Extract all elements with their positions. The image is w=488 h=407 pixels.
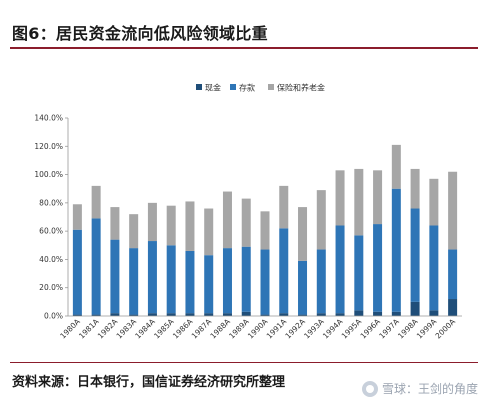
y-tick-label: 80.0%: [39, 198, 63, 207]
bar-cash: [91, 314, 101, 316]
bar-deposit: [335, 225, 345, 314]
legend-swatch: [230, 84, 236, 90]
bar-insurance: [298, 207, 308, 261]
bar-deposit: [410, 208, 420, 302]
bar-cash: [316, 313, 326, 316]
bar-insurance: [391, 144, 401, 189]
bar-cash: [166, 313, 176, 316]
bar-cash: [204, 313, 214, 316]
source-divider: [10, 362, 478, 363]
bar-cash: [260, 314, 270, 316]
bar-insurance: [166, 205, 176, 246]
bar-insurance: [129, 214, 139, 249]
bar-deposit: [316, 249, 326, 314]
bar-deposit: [279, 228, 289, 314]
bar-insurance: [204, 208, 214, 256]
bar-insurance: [410, 168, 420, 209]
bar-deposit: [91, 218, 101, 315]
y-tick-label: 20.0%: [39, 283, 63, 292]
bar-deposit: [429, 225, 439, 311]
bar-deposit: [185, 250, 195, 314]
y-tick-label: 140.0%: [34, 114, 63, 123]
bar-insurance: [241, 198, 251, 247]
bar-cash: [110, 313, 120, 316]
bar-insurance: [147, 202, 157, 242]
bar-deposit: [147, 241, 157, 314]
bar-cash: [448, 299, 458, 316]
snowball-logo-icon: [361, 380, 378, 397]
source-note: 资料来源：日本银行，国信证券经济研究所整理: [12, 375, 286, 390]
bar-insurance: [110, 207, 120, 240]
bar-cash: [429, 310, 439, 316]
title-divider: [10, 47, 478, 49]
bar-cash: [241, 311, 251, 316]
bar-insurance: [373, 170, 383, 225]
y-tick-label: 0.0%: [44, 312, 63, 321]
bars: [72, 144, 458, 316]
bar-deposit: [110, 239, 120, 314]
bar-insurance: [91, 185, 101, 219]
legend-label: 现金: [205, 83, 221, 93]
watermark-text: 雪球：王剑的角度: [381, 382, 478, 396]
bar-insurance: [185, 201, 195, 251]
figure-title: 图6：居民资金流向低风险领域比重: [12, 24, 268, 43]
bar-cash: [72, 314, 82, 316]
bar-deposit: [222, 248, 232, 314]
bar-insurance: [429, 178, 439, 226]
bar-deposit: [166, 245, 176, 314]
bar-deposit: [448, 249, 458, 300]
bar-deposit: [373, 224, 383, 312]
y-tick-label: 120.0%: [34, 142, 63, 151]
bar-cash: [222, 313, 232, 316]
bar-cash: [185, 313, 195, 316]
bar-insurance: [260, 211, 270, 250]
legend-label: 存款: [239, 83, 255, 93]
bar-cash: [410, 301, 420, 316]
bar-insurance: [222, 191, 232, 249]
bar-cash: [354, 310, 364, 316]
bar-insurance: [72, 204, 82, 230]
legend-swatch: [268, 84, 274, 90]
bar-cash: [298, 314, 308, 316]
y-tick-label: 60.0%: [39, 227, 63, 236]
bar-insurance: [335, 170, 345, 226]
bar-cash: [279, 313, 289, 316]
bar-deposit: [391, 188, 401, 312]
bar-cash: [129, 314, 139, 316]
bar-deposit: [241, 246, 251, 312]
bar-insurance: [448, 171, 458, 250]
bar-deposit: [72, 229, 82, 315]
legend-swatch: [196, 84, 202, 90]
legend-label: 保险和养老金: [277, 83, 325, 93]
bar-insurance: [354, 168, 364, 236]
watermark: 雪球：王剑的角度: [361, 380, 478, 397]
x-axis: 1980A1981A1982A1983A1984A1985A1986A1987A…: [58, 315, 462, 341]
x-tick-label: 2000A: [434, 316, 458, 340]
bar-deposit: [260, 249, 270, 315]
bar-deposit: [298, 260, 308, 315]
bar-deposit: [204, 255, 214, 314]
stacked-bar-chart: 现金 存款 保险和养老金 0.0% 20.0% 40.0% 60.0% 80.0% 100.0…: [34, 83, 462, 341]
bar-insurance: [316, 190, 326, 250]
bar-cash: [335, 313, 345, 316]
y-tick-label: 40.0%: [39, 255, 63, 264]
bar-cash: [391, 311, 401, 316]
y-axis: 0.0% 20.0% 40.0% 60.0% 80.0% 100.0% 120.0% 140.…: [34, 114, 69, 321]
bar-cash: [373, 311, 383, 316]
bar-cash: [147, 313, 157, 316]
bar-deposit: [354, 235, 364, 311]
chart-legend: 现金 存款 保险和养老金: [196, 83, 325, 93]
y-tick-label: 100.0%: [34, 170, 63, 179]
bar-insurance: [279, 185, 289, 229]
bar-deposit: [129, 248, 139, 315]
